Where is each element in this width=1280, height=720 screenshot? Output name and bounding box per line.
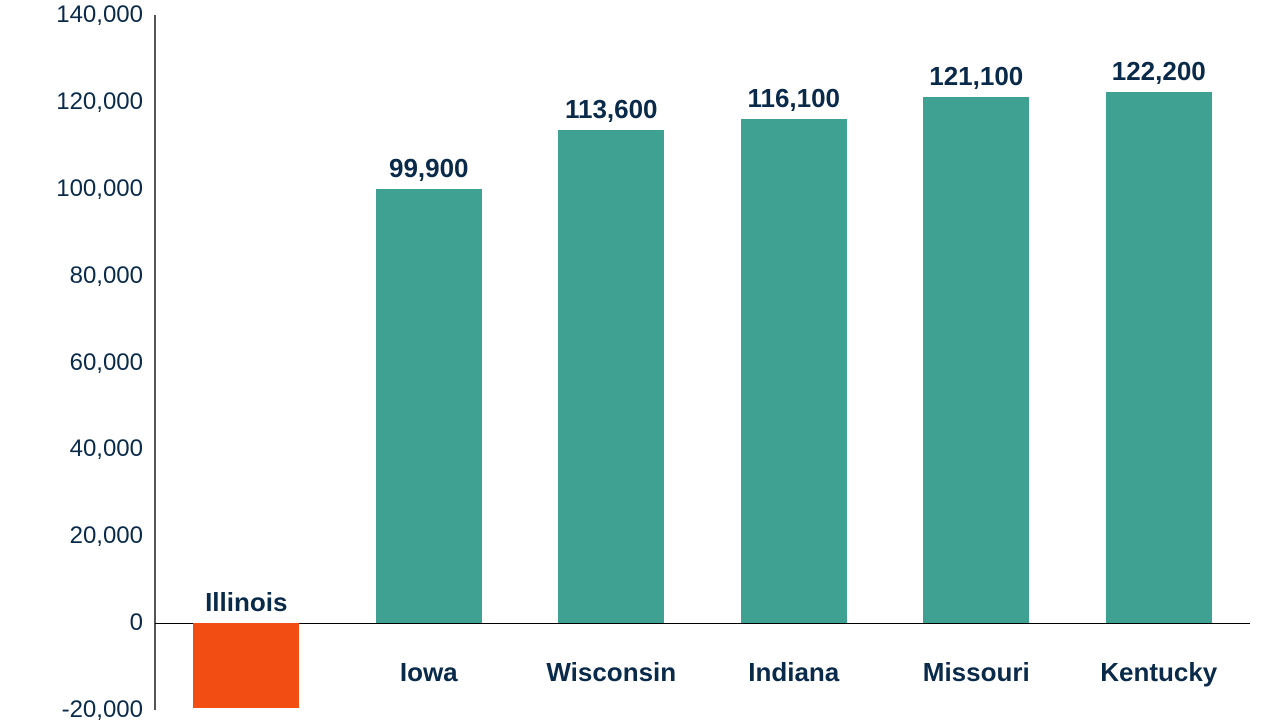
bar-wisconsin <box>558 130 664 623</box>
bar-value-label: 99,900 <box>389 153 469 184</box>
y-tick-label: 140,000 <box>56 1 143 29</box>
bar-kentucky <box>1106 92 1212 623</box>
y-tick-label: 100,000 <box>56 175 143 203</box>
category-label: Wisconsin <box>546 657 676 688</box>
y-tick-label: 120,000 <box>56 88 143 116</box>
category-label: Indiana <box>748 657 839 688</box>
bar-illinois <box>193 623 299 708</box>
y-tick-label: 80,000 <box>70 262 143 290</box>
zero-line <box>155 623 1250 624</box>
bar-value-label: 113,600 <box>565 94 658 125</box>
bar-indiana <box>741 119 847 623</box>
y-tick-label: 60,000 <box>70 349 143 377</box>
y-tick-label: 40,000 <box>70 435 143 463</box>
category-label: Illinois <box>205 587 287 618</box>
category-label: Missouri <box>923 657 1030 688</box>
bar-value-label: 121,100 <box>929 61 1023 92</box>
y-tick-label: 0 <box>130 609 143 637</box>
y-axis-line <box>154 15 156 710</box>
bar-value-label: 122,200 <box>1112 56 1206 87</box>
category-label: Kentucky <box>1100 657 1217 688</box>
bar-chart: -20,000 0 20,000 40,000 60,000 80,000 100,000 1… <box>0 0 1280 720</box>
bar-value-label: 116,100 <box>747 83 840 114</box>
bar-missouri <box>923 97 1029 623</box>
bar-iowa <box>376 189 482 623</box>
category-label: Iowa <box>400 657 458 688</box>
y-tick-label: 20,000 <box>70 522 143 550</box>
y-tick-label: -20,000 <box>62 696 143 720</box>
